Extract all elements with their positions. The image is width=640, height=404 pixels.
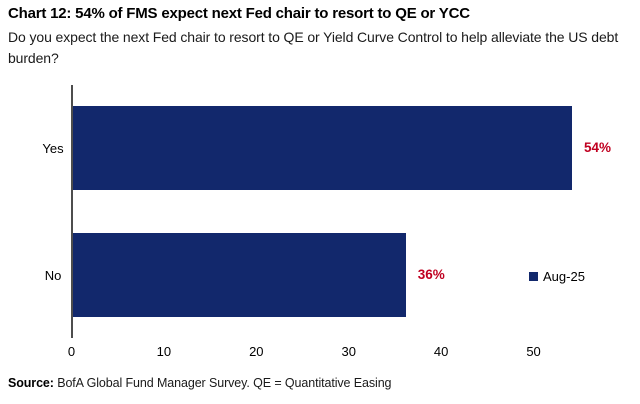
category-label-no: No (44, 267, 62, 283)
source-text: BofA Global Fund Manager Survey. QE = Qu… (53, 376, 392, 390)
x-tick-label: 50 (526, 344, 541, 359)
source-note: Source: BofA Global Fund Manager Survey.… (8, 376, 392, 390)
y-axis-line (71, 85, 73, 338)
x-tick-label: 40 (433, 344, 449, 359)
bar-value-label: 36% (417, 266, 445, 282)
chart-subtitle: Do you expect the next Fed chair to reso… (8, 29, 619, 66)
x-tick-label: 10 (156, 344, 172, 359)
plot-area: 54% 36% (73, 85, 612, 338)
x-tick-label: 0 (67, 344, 76, 359)
legend-label: Aug-25 (543, 269, 585, 284)
source-label: Source: (8, 376, 54, 390)
bar-no (73, 232, 406, 317)
legend-swatch-icon (529, 272, 538, 281)
legend: Aug-25 (529, 269, 585, 284)
bar-value-label: 54% (584, 140, 612, 156)
chart-title: Chart 12: 54% of FMS expect next Fed cha… (8, 5, 470, 22)
bar-yes (73, 106, 573, 191)
x-tick-label: 20 (249, 344, 264, 359)
category-label-yes: Yes (42, 141, 64, 157)
x-tick-label: 30 (341, 344, 356, 359)
